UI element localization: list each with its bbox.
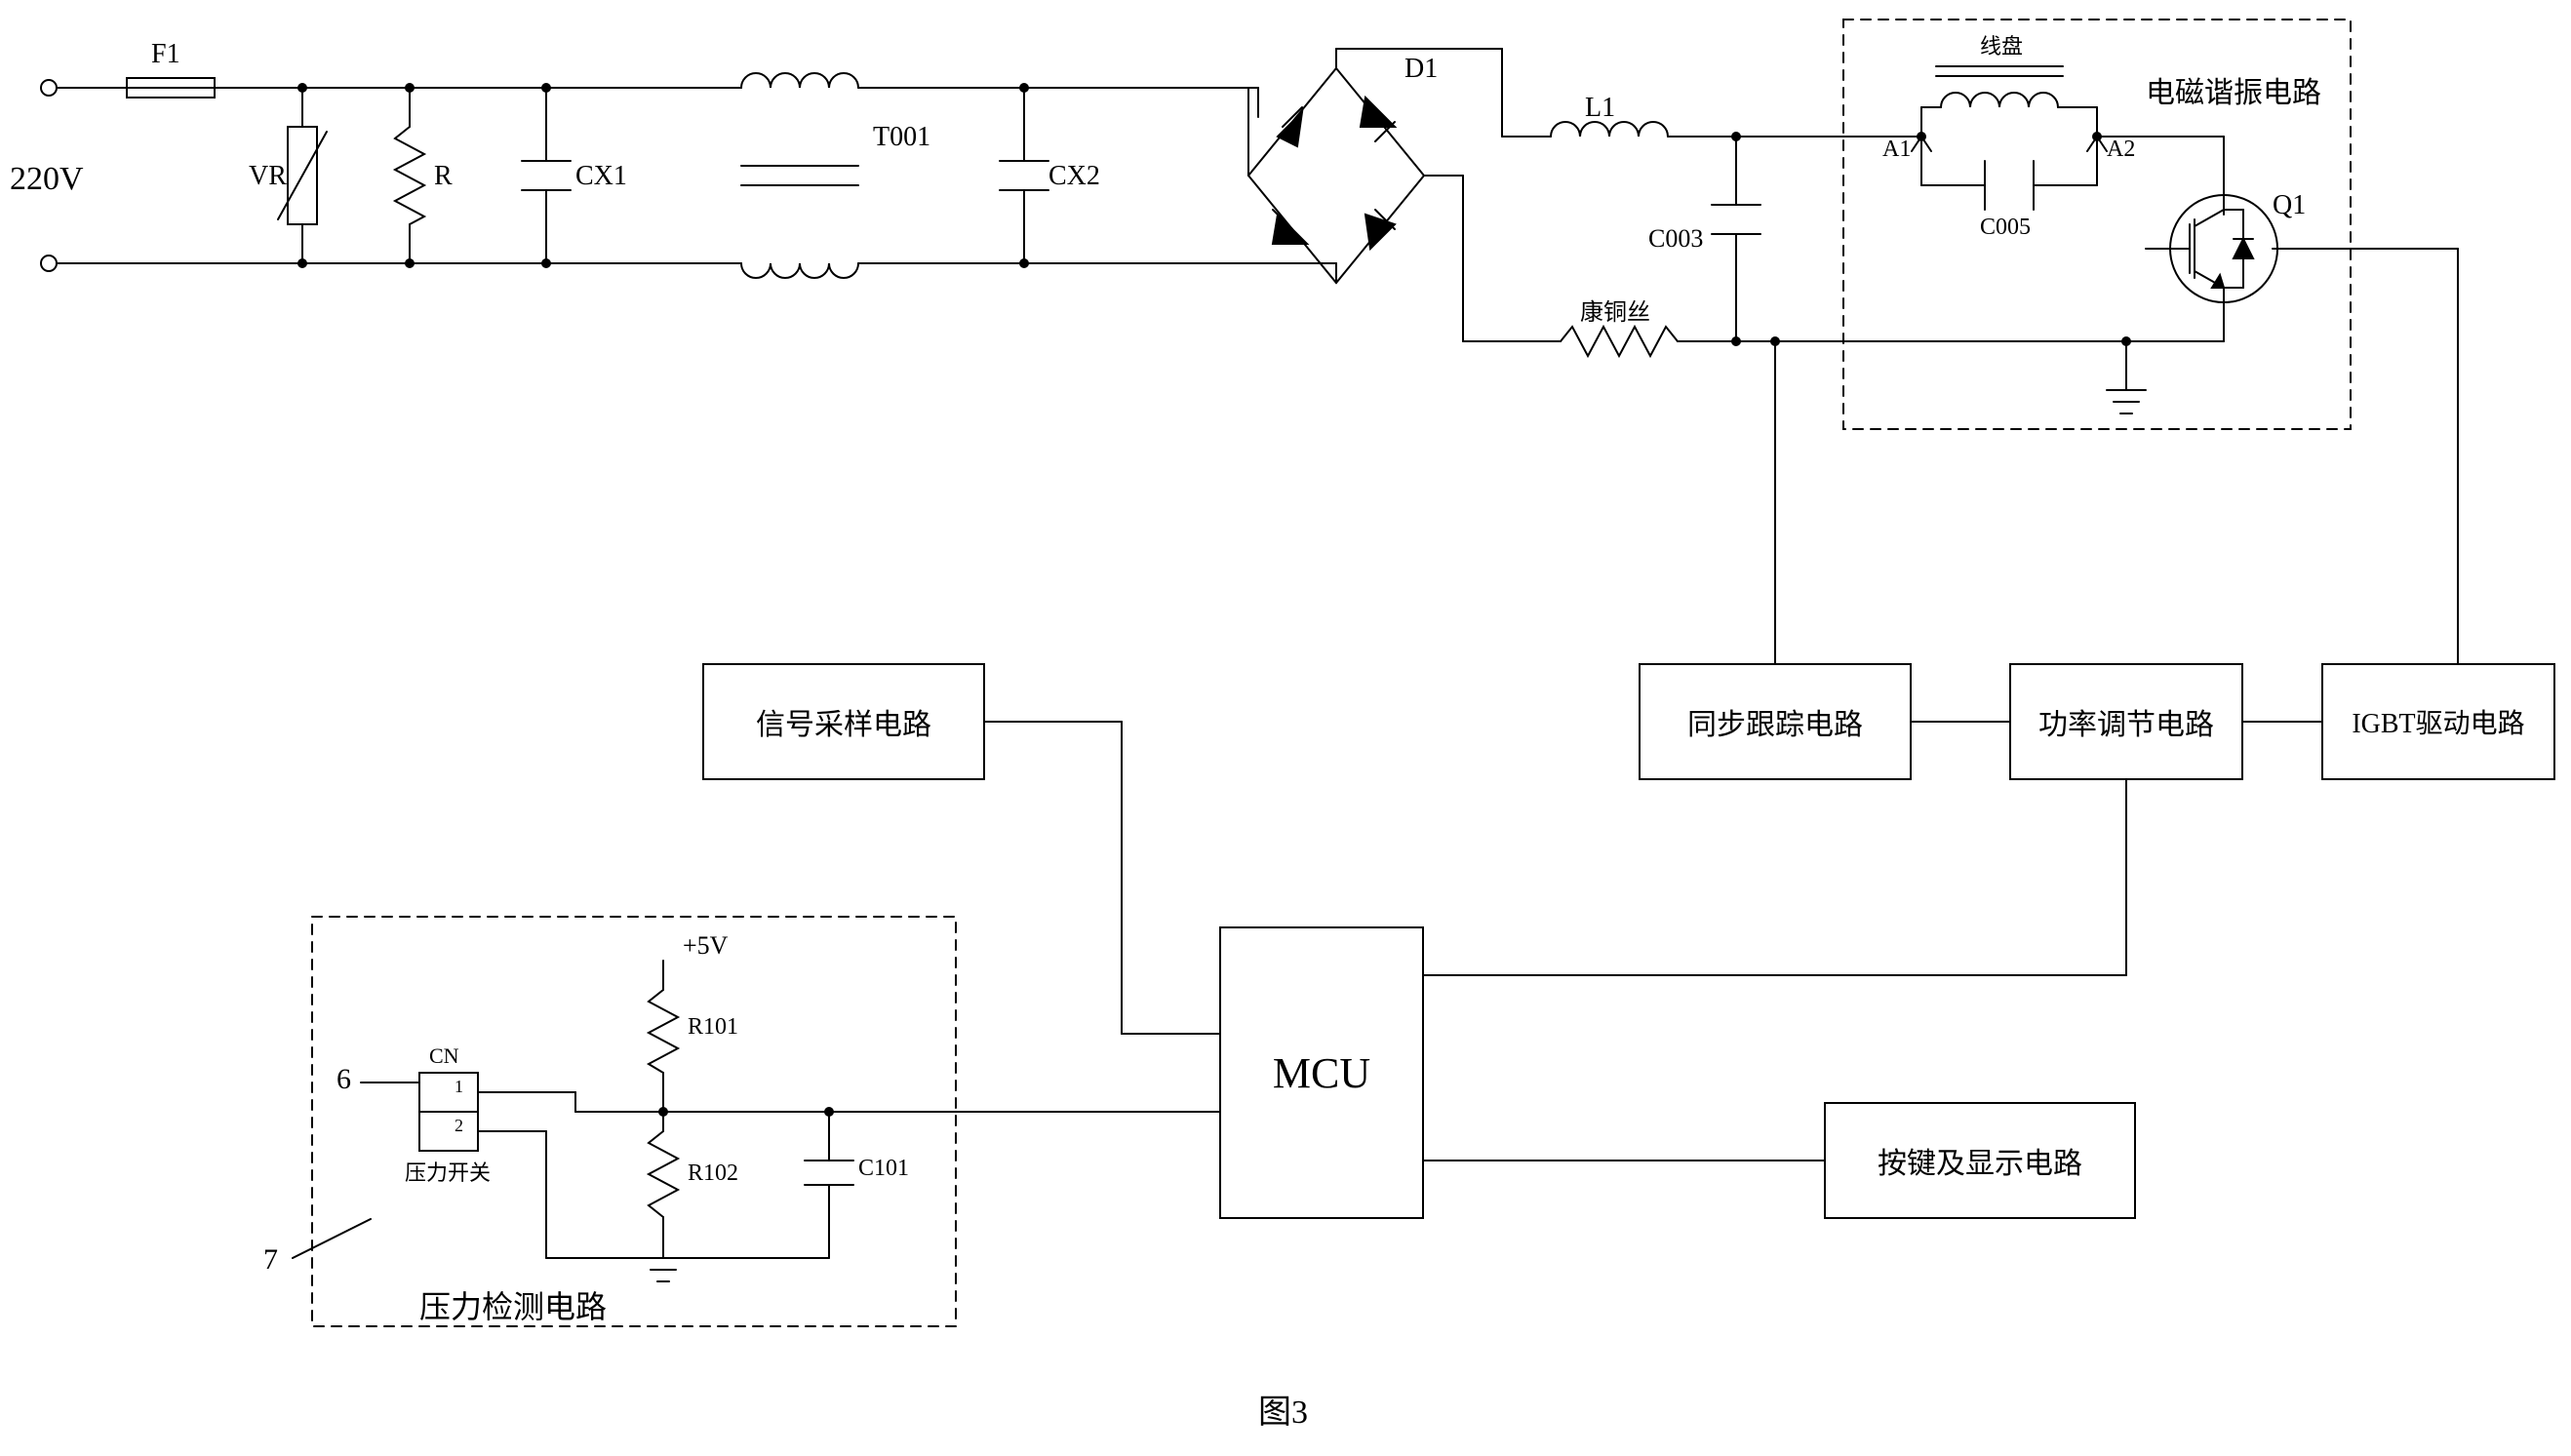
label-cn-pin1: 1 — [455, 1077, 463, 1097]
block-keys-display: 按键及显示电路 — [1824, 1102, 2136, 1219]
label-cn-pin2: 2 — [455, 1116, 463, 1136]
label-q1: Q1 — [2273, 190, 2306, 221]
block-power: 功率调节电路 — [2009, 663, 2243, 780]
label-d1: D1 — [1404, 54, 1438, 85]
label-konstantan: 康铜丝 — [1580, 293, 1650, 327]
block-igbt-driver: IGBT驱动电路 — [2321, 663, 2555, 780]
block-sync: 同步跟踪电路 — [1639, 663, 1912, 780]
block-sync-label: 同步跟踪电路 — [1687, 700, 1863, 743]
label-r101: R101 — [688, 1014, 738, 1041]
label-cx1: CX1 — [575, 161, 627, 192]
block-igbt-driver-label: IGBT驱动电路 — [2352, 702, 2524, 741]
block-sampling-label: 信号采样电路 — [756, 700, 931, 743]
label-pressure-title: 压力检测电路 — [419, 1282, 607, 1327]
label-c003: C003 — [1648, 224, 1703, 254]
block-power-label: 功率调节电路 — [2038, 700, 2214, 743]
label-cx2: CX2 — [1048, 161, 1100, 192]
label-callout-7: 7 — [263, 1243, 278, 1277]
label-c101: C101 — [858, 1156, 909, 1182]
label-a2: A2 — [2107, 137, 2135, 163]
label-r102: R102 — [688, 1161, 738, 1187]
label-c005: C005 — [1980, 215, 2031, 241]
label-f1: F1 — [151, 39, 180, 70]
label-r: R — [434, 161, 453, 192]
label-t001: T001 — [873, 122, 930, 153]
label-resonant-title: 电磁谐振电路 — [2146, 68, 2321, 111]
label-callout-6: 6 — [336, 1063, 351, 1096]
label-l1: L1 — [1585, 93, 1615, 124]
label-coil: 线盘 — [1980, 29, 2023, 60]
label-cn: CN — [429, 1043, 459, 1069]
block-keys-display-label: 按键及显示电路 — [1878, 1139, 2082, 1182]
block-mcu-label: MCU — [1273, 1048, 1370, 1098]
label-a1: A1 — [1882, 137, 1911, 163]
label-vr: VR — [249, 161, 287, 192]
label-pressure-switch: 压力开关 — [405, 1156, 491, 1187]
label-figure: 图3 — [1258, 1385, 1308, 1433]
block-sampling: 信号采样电路 — [702, 663, 985, 780]
block-mcu: MCU — [1219, 926, 1424, 1219]
label-220v: 220V — [10, 161, 84, 198]
label-plus5v: +5V — [683, 931, 728, 961]
